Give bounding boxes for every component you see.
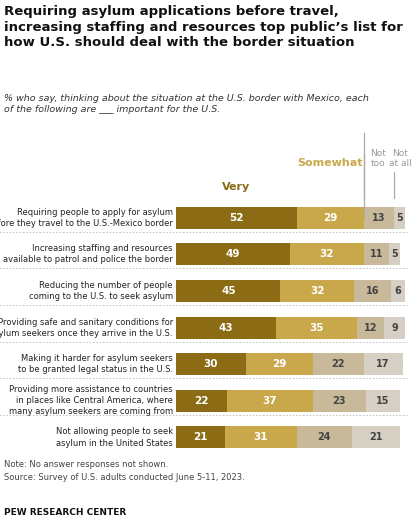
Bar xyxy=(276,317,357,339)
Text: 11: 11 xyxy=(370,250,383,259)
Text: 45: 45 xyxy=(221,286,236,296)
Text: Note: No answer responses not shown.
Source: Survey of U.S. adults conducted Jun: Note: No answer responses not shown. Sou… xyxy=(4,460,245,482)
Text: Not
at all: Not at all xyxy=(389,149,412,168)
Bar xyxy=(176,317,276,339)
Text: 5: 5 xyxy=(391,250,398,259)
Text: 15: 15 xyxy=(376,396,390,406)
Text: Making it harder for asylum seekers
to be granted legal status in the U.S.: Making it harder for asylum seekers to b… xyxy=(18,354,173,374)
Bar xyxy=(225,426,297,448)
Text: 23: 23 xyxy=(333,396,346,406)
Bar xyxy=(364,243,389,265)
Text: 37: 37 xyxy=(262,396,277,406)
Text: PEW RESEARCH CENTER: PEW RESEARCH CENTER xyxy=(4,508,126,517)
Text: Providing more assistance to countries
in places like Central America, where
man: Providing more assistance to countries i… xyxy=(9,385,173,417)
Text: 32: 32 xyxy=(319,250,334,259)
Text: 22: 22 xyxy=(331,359,345,369)
Text: Very: Very xyxy=(222,182,251,192)
Text: 21: 21 xyxy=(193,433,208,443)
Text: 9: 9 xyxy=(391,322,398,333)
Bar xyxy=(176,426,225,448)
Bar xyxy=(384,317,405,339)
Text: 43: 43 xyxy=(219,322,234,333)
Bar xyxy=(176,243,290,265)
Text: 5: 5 xyxy=(396,213,403,223)
Bar xyxy=(312,353,363,375)
Text: Not allowing people to seek
asylum in the United States: Not allowing people to seek asylum in th… xyxy=(56,427,173,448)
Text: Increasing staffing and resources
available to patrol and police the border: Increasing staffing and resources availa… xyxy=(3,244,173,264)
Text: 24: 24 xyxy=(318,433,331,443)
Bar xyxy=(364,207,394,229)
Bar xyxy=(391,280,405,302)
Bar xyxy=(176,207,297,229)
Bar xyxy=(354,280,391,302)
Bar xyxy=(352,426,401,448)
Bar xyxy=(357,317,384,339)
Text: 17: 17 xyxy=(376,359,390,369)
Bar xyxy=(366,390,400,412)
Text: Reducing the number of people
coming to the U.S. to seek asylum: Reducing the number of people coming to … xyxy=(29,281,173,301)
Text: 29: 29 xyxy=(272,359,286,369)
Text: 31: 31 xyxy=(253,433,268,443)
Text: 13: 13 xyxy=(372,213,385,223)
Bar xyxy=(312,390,366,412)
Text: 16: 16 xyxy=(366,286,380,296)
Bar xyxy=(290,243,364,265)
Text: 12: 12 xyxy=(364,322,377,333)
Text: Not
too: Not too xyxy=(370,149,386,168)
Text: 21: 21 xyxy=(370,433,383,443)
Text: 22: 22 xyxy=(194,396,209,406)
Bar xyxy=(246,353,312,375)
Bar xyxy=(364,353,403,375)
Bar xyxy=(227,390,312,412)
Text: 35: 35 xyxy=(309,322,323,333)
Text: 29: 29 xyxy=(323,213,337,223)
Text: % who say, thinking about the situation at the U.S. border with Mexico, each
of : % who say, thinking about the situation … xyxy=(4,94,369,114)
Bar xyxy=(176,353,246,375)
Bar xyxy=(297,207,364,229)
Bar xyxy=(176,390,227,412)
Text: Somewhat: Somewhat xyxy=(297,159,363,168)
Text: 52: 52 xyxy=(229,213,244,223)
Text: Requiring people to apply for asylum
before they travel to the U.S.-Mexico borde: Requiring people to apply for asylum bef… xyxy=(0,207,173,228)
Bar xyxy=(297,426,352,448)
Text: 6: 6 xyxy=(395,286,402,296)
Bar xyxy=(176,280,281,302)
Text: 30: 30 xyxy=(204,359,218,369)
Bar xyxy=(394,207,405,229)
Text: Requiring asylum applications before travel,
increasing staffing and resources t: Requiring asylum applications before tra… xyxy=(4,5,403,49)
Text: 32: 32 xyxy=(310,286,325,296)
Text: 49: 49 xyxy=(226,250,240,259)
Bar xyxy=(281,280,354,302)
Text: Providing safe and sanitary conditions for
asylum seekers once they arrive in th: Providing safe and sanitary conditions f… xyxy=(0,318,173,337)
Bar xyxy=(389,243,401,265)
